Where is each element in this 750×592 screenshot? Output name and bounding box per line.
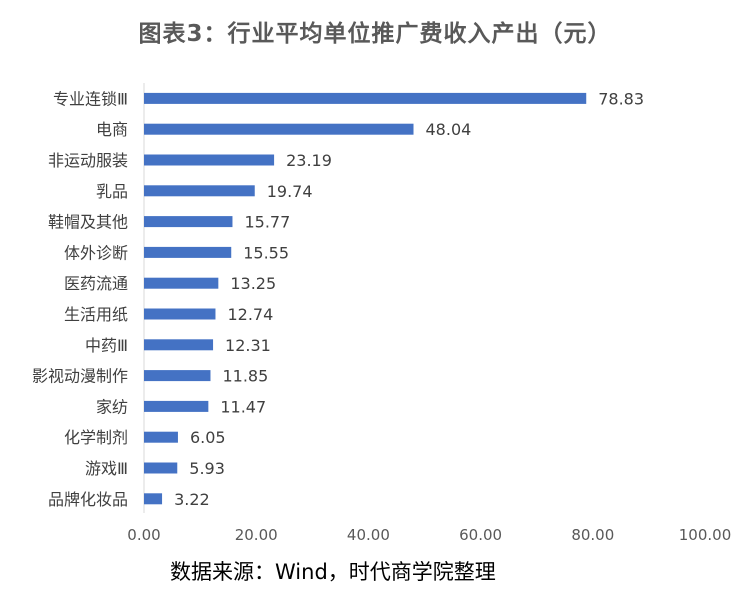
- value-label: 19.74: [267, 182, 313, 201]
- category-label: 专业连锁Ⅲ: [53, 89, 128, 108]
- value-label: 12.31: [225, 336, 271, 355]
- bar: [144, 370, 211, 382]
- category-label: 游戏Ⅲ: [85, 459, 128, 478]
- category-label: 中药Ⅲ: [85, 336, 128, 355]
- category-label: 非运动服装: [48, 151, 128, 170]
- bar: [144, 185, 255, 197]
- value-label: 5.93: [189, 459, 225, 478]
- value-label: 23.19: [286, 151, 332, 170]
- value-label: 11.85: [222, 367, 268, 386]
- bar: [144, 308, 216, 320]
- source-note: 数据来源：Wind，时代商学院整理: [170, 560, 496, 584]
- category-label: 家纺: [96, 397, 128, 416]
- category-label: 影视动漫制作: [32, 367, 128, 386]
- chart-title: 图表3：行业平均单位推广费收入产出（元）: [138, 21, 612, 47]
- x-tick-labels: 0.00 20.00 40.00 60.00 80.00 100.00: [127, 526, 731, 544]
- value-label: 13.25: [230, 274, 276, 293]
- value-labels: 78.83 48.04 23.19 19.74 15.77 15.55 13.25 12.74…: [174, 89, 644, 508]
- category-label: 医药流通: [64, 274, 128, 293]
- value-label: 11.47: [220, 397, 266, 416]
- bars-group: [144, 92, 587, 505]
- bar: [144, 339, 214, 351]
- category-label: 生活用纸: [64, 305, 128, 324]
- value-label: 15.55: [243, 243, 289, 262]
- bar: [144, 154, 275, 166]
- x-tick-label: 40.00: [347, 526, 390, 544]
- bar: [144, 92, 587, 104]
- category-label: 电商: [96, 120, 128, 139]
- value-label: 12.74: [227, 305, 273, 324]
- category-label: 乳品: [96, 182, 128, 201]
- bar: [144, 493, 163, 505]
- bar: [144, 216, 233, 228]
- value-label: 78.83: [598, 89, 644, 108]
- x-tick-label: 100.00: [679, 526, 732, 544]
- category-label: 体外诊断: [64, 243, 128, 262]
- x-tick-label: 60.00: [459, 526, 502, 544]
- bar: [144, 431, 178, 443]
- value-label: 15.77: [244, 213, 290, 232]
- value-label: 3.22: [174, 490, 210, 509]
- bar: [144, 400, 209, 412]
- x-tick-label: 20.00: [235, 526, 278, 544]
- x-tick-label: 0.00: [127, 526, 160, 544]
- bar: [144, 462, 178, 474]
- category-label: 鞋帽及其他: [48, 213, 128, 232]
- value-label: 6.05: [190, 428, 226, 447]
- bar: [144, 246, 232, 258]
- category-label: 化学制剂: [64, 428, 128, 447]
- category-label: 品牌化妆品: [48, 490, 128, 509]
- value-label: 48.04: [426, 120, 472, 139]
- bar: [144, 123, 414, 135]
- bar: [144, 277, 219, 289]
- x-tick-label: 80.00: [571, 526, 614, 544]
